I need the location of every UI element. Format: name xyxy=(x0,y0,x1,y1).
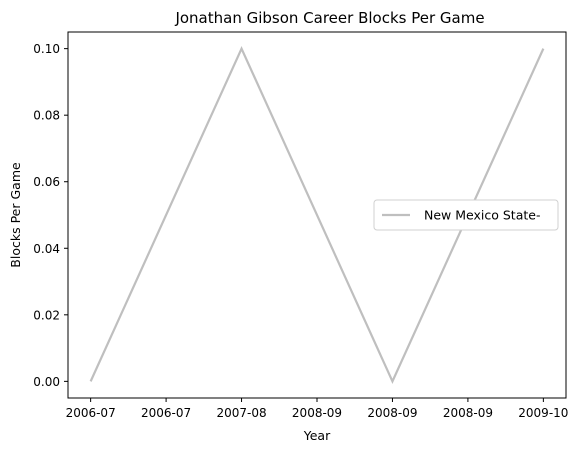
x-tick-label: 2008-09 xyxy=(292,406,342,420)
legend: New Mexico State- xyxy=(373,199,559,231)
y-tick-label: 0.00 xyxy=(33,375,60,389)
x-tick-label: 2008-09 xyxy=(443,406,493,420)
x-tick-label: 2009-10 xyxy=(518,406,568,420)
chart-title: Jonathan Gibson Career Blocks Per Game xyxy=(174,9,484,27)
legend-box xyxy=(373,199,559,231)
x-tick-label: 2007-08 xyxy=(216,406,266,420)
x-axis-label: Year xyxy=(303,428,331,443)
y-tick-label: 0.08 xyxy=(33,109,60,123)
x-tick-label: 2008-09 xyxy=(367,406,417,420)
x-tick-label: 2006-07 xyxy=(66,406,116,420)
y-tick-label: 0.06 xyxy=(33,175,60,189)
y-tick-label: 0.02 xyxy=(33,308,60,322)
y-tick-label: 0.10 xyxy=(33,42,60,56)
y-axis-label: Blocks Per Game xyxy=(8,162,23,268)
y-tick-label: 0.04 xyxy=(33,242,60,256)
x-tick-label: 2006-07 xyxy=(141,406,191,420)
x-axis: 2006-07 2006-07 2007-08 2008-09 2008-09 2008-… xyxy=(66,398,568,420)
legend-label: New Mexico State- xyxy=(424,208,540,223)
y-axis: 0.00 0.02 0.04 0.06 0.08 0.10 xyxy=(33,42,68,389)
